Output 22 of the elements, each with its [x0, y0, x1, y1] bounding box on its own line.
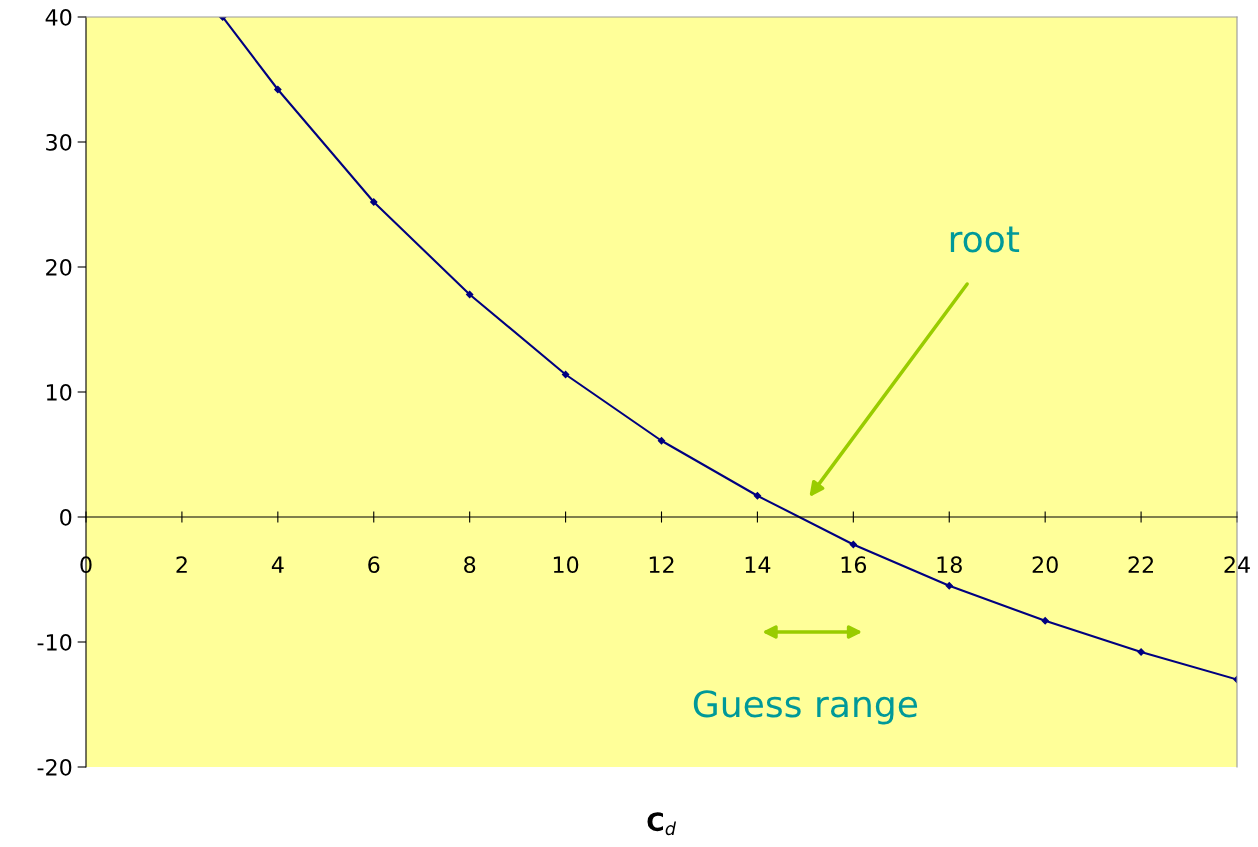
x-tick-label: 2: [176, 556, 187, 573]
x-tick-label: 4: [271, 556, 284, 573]
y-tick-label: 10: [46, 383, 72, 401]
x-tick-label: 22: [1128, 556, 1153, 573]
x-tick-label: 6: [368, 556, 380, 574]
y-tick-label: -20: [37, 758, 72, 776]
y-tick-label: -10: [37, 633, 72, 651]
y-tick-label: 40: [45, 8, 72, 26]
x-tick-label: 14: [745, 556, 771, 573]
x-tick-label: 10: [553, 556, 579, 574]
x-tick-label: 20: [1032, 556, 1058, 574]
x-tick-label: 8: [464, 556, 476, 574]
y-tick-label: 0: [60, 508, 72, 526]
y-tick-label: 20: [46, 258, 72, 276]
annotation: root: [950, 226, 1020, 253]
x-tick-label: 24: [1224, 556, 1250, 573]
x-tick-label: 16: [841, 556, 867, 574]
y-tick-label: 30: [46, 133, 72, 151]
x-tick-label: 12: [649, 556, 674, 573]
x-tick-label: 18: [937, 556, 962, 574]
annotation: Guess range: [693, 690, 918, 725]
x-axis-title: C$_{d}$: [647, 812, 677, 836]
